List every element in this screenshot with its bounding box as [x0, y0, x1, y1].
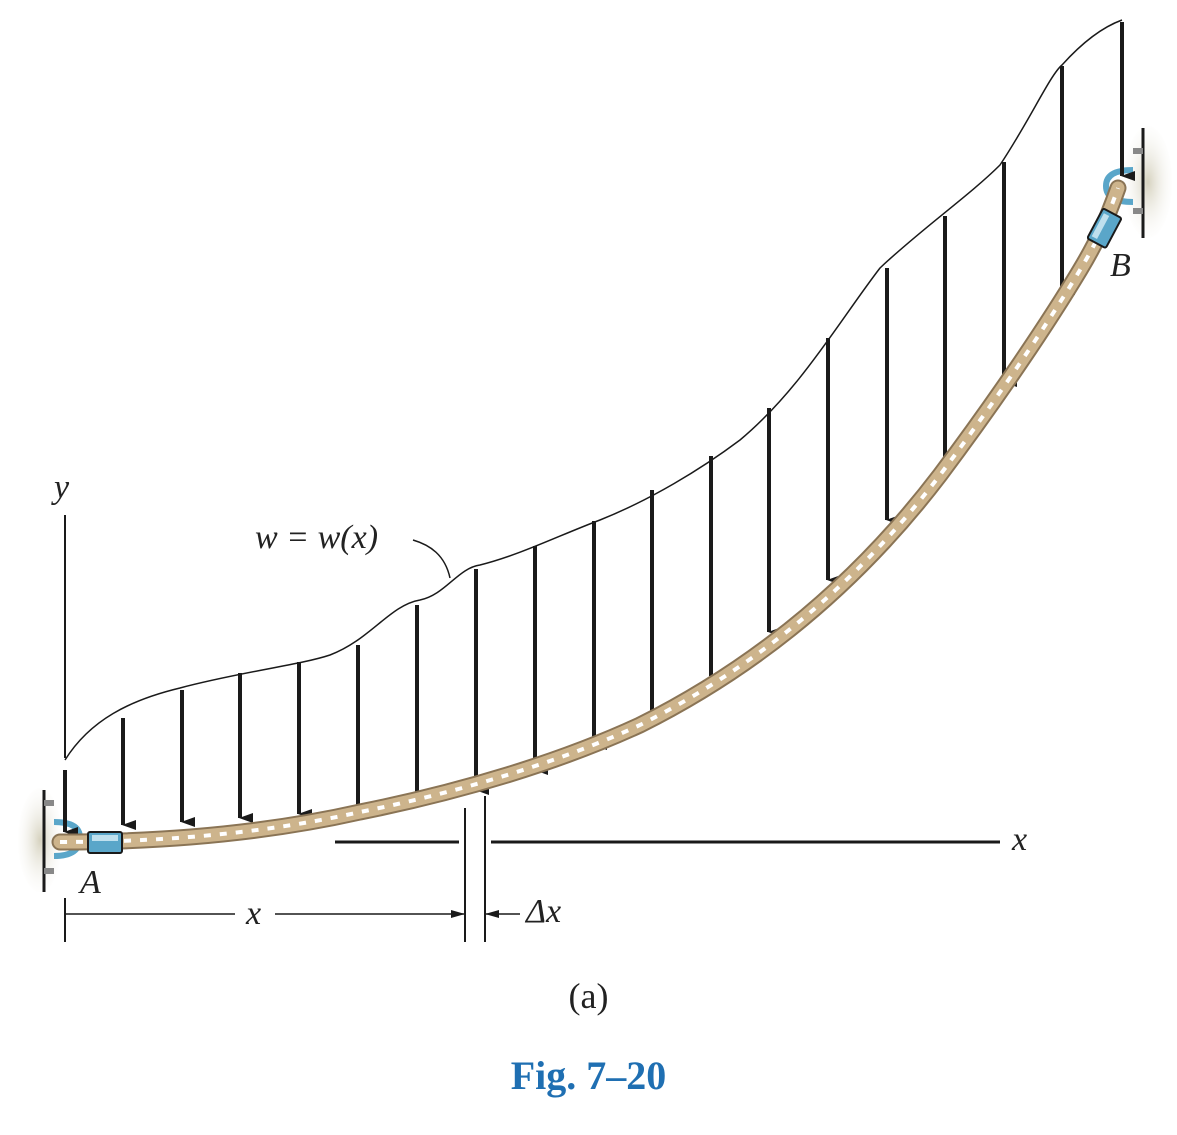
load-label-leader — [412, 539, 451, 579]
dim-x-label: x — [245, 895, 261, 932]
load-curve — [64, 19, 1123, 761]
cable — [51, 179, 1127, 851]
figure-caption: Fig. 7–20 — [510, 1053, 667, 1098]
load-arrows — [63, 22, 1135, 837]
y-axis-label: y — [51, 469, 70, 506]
point-a-label: A — [78, 864, 101, 901]
load-label: w = w(x) — [255, 519, 378, 556]
sleeve-a — [87, 831, 123, 854]
x-axis-label: x — [1011, 821, 1027, 858]
point-b-label: B — [1110, 247, 1131, 284]
dim-dx-label: Δx — [524, 893, 561, 930]
sleeve-b — [1086, 208, 1122, 249]
sub-caption: (a) — [568, 976, 609, 1016]
